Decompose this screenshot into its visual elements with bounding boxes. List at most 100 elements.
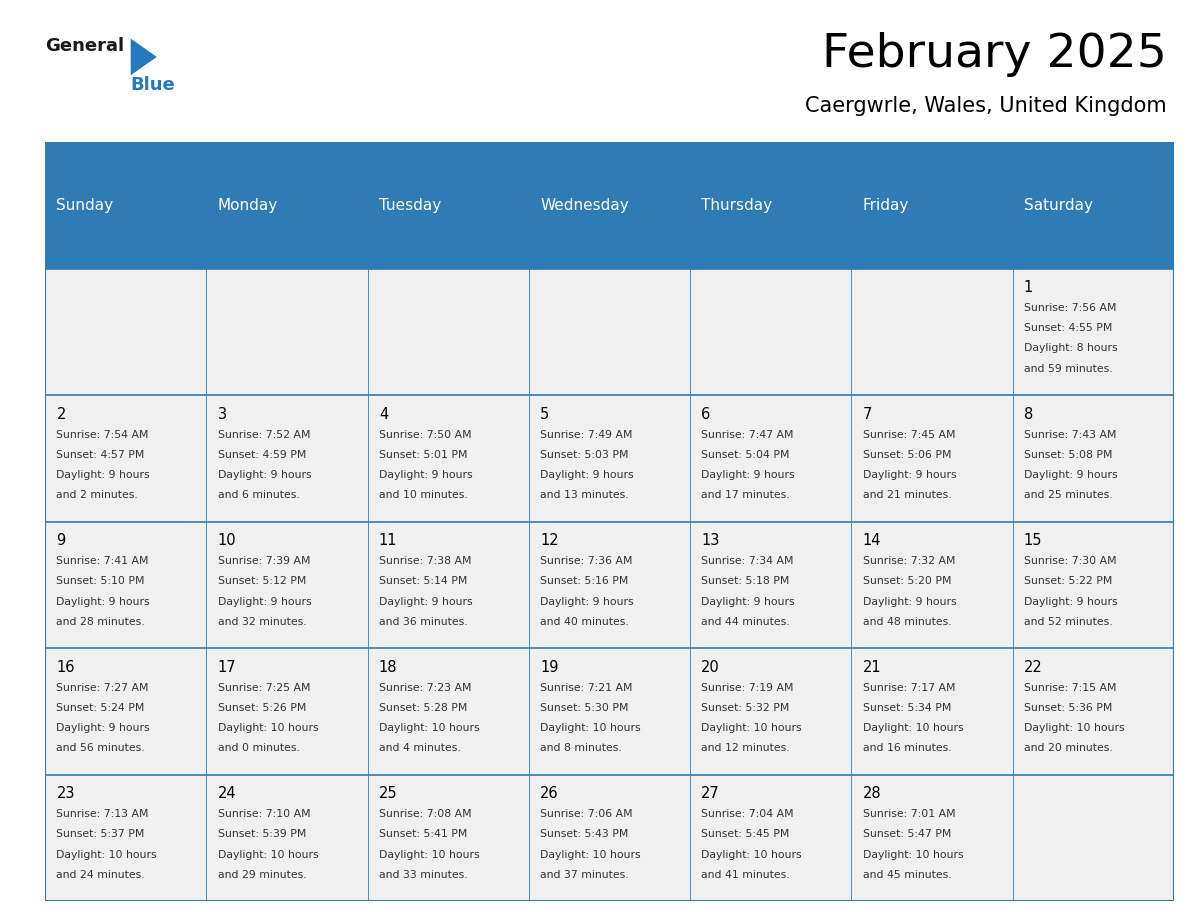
Text: and 4 minutes.: and 4 minutes. [379,744,461,754]
Text: 12: 12 [541,533,558,548]
Text: Sunset: 5:20 PM: Sunset: 5:20 PM [862,577,952,587]
Text: Sunrise: 7:13 AM: Sunrise: 7:13 AM [57,809,148,819]
Text: Saturday: Saturday [1024,198,1093,213]
Text: Sunrise: 7:38 AM: Sunrise: 7:38 AM [379,556,472,566]
Text: Daylight: 9 hours: Daylight: 9 hours [1024,597,1118,607]
Text: 9: 9 [57,533,65,548]
Bar [852,142,1012,269]
Text: Sunset: 5:10 PM: Sunset: 5:10 PM [57,577,145,587]
Text: 1: 1 [1024,280,1034,296]
Text: and 21 minutes.: and 21 minutes. [862,490,952,500]
Bar [852,648,1012,775]
Bar [852,521,1012,648]
Text: 13: 13 [701,533,720,548]
Bar [690,648,852,775]
Text: Sunrise: 7:30 AM: Sunrise: 7:30 AM [1024,556,1117,566]
Text: Sunset: 5:34 PM: Sunset: 5:34 PM [862,703,950,712]
Text: Daylight: 10 hours: Daylight: 10 hours [862,723,963,733]
Text: and 48 minutes.: and 48 minutes. [862,617,952,627]
Text: Sunset: 5:30 PM: Sunset: 5:30 PM [541,703,628,712]
Bar [207,396,367,521]
Text: Sunset: 5:03 PM: Sunset: 5:03 PM [541,450,628,460]
Text: Sunset: 5:32 PM: Sunset: 5:32 PM [701,703,790,712]
Bar [690,775,852,901]
Bar [852,775,1012,901]
Text: Daylight: 9 hours: Daylight: 9 hours [57,723,150,733]
Text: and 28 minutes.: and 28 minutes. [57,617,145,627]
Bar [367,142,529,269]
Text: and 52 minutes.: and 52 minutes. [1024,617,1112,627]
Text: and 44 minutes.: and 44 minutes. [701,617,790,627]
Text: Caergwrle, Wales, United Kingdom: Caergwrle, Wales, United Kingdom [805,96,1167,117]
Text: Daylight: 9 hours: Daylight: 9 hours [862,470,956,480]
Text: 3: 3 [217,407,227,421]
Text: 26: 26 [541,787,558,801]
Text: Sunset: 5:28 PM: Sunset: 5:28 PM [379,703,467,712]
Bar [690,521,852,648]
Text: 2: 2 [57,407,65,421]
Text: Sunset: 5:04 PM: Sunset: 5:04 PM [701,450,790,460]
Bar [45,396,207,521]
Bar [45,648,207,775]
Text: and 8 minutes.: and 8 minutes. [541,744,621,754]
Text: Tuesday: Tuesday [379,198,441,213]
Text: and 6 minutes.: and 6 minutes. [217,490,299,500]
Bar [690,142,852,269]
Text: Sunrise: 7:10 AM: Sunrise: 7:10 AM [217,809,310,819]
Bar [207,521,367,648]
Bar [367,775,529,901]
Text: Wednesday: Wednesday [541,198,628,213]
Text: Sunset: 5:24 PM: Sunset: 5:24 PM [57,703,145,712]
Text: Daylight: 10 hours: Daylight: 10 hours [217,849,318,859]
Text: Sunset: 5:14 PM: Sunset: 5:14 PM [379,577,467,587]
Text: Daylight: 9 hours: Daylight: 9 hours [1024,470,1118,480]
Text: Sunset: 5:08 PM: Sunset: 5:08 PM [1024,450,1112,460]
Text: Daylight: 10 hours: Daylight: 10 hours [862,849,963,859]
Bar [529,521,690,648]
Text: Daylight: 10 hours: Daylight: 10 hours [379,723,480,733]
Text: Sunset: 5:18 PM: Sunset: 5:18 PM [701,577,790,587]
Bar [367,396,529,521]
Text: and 37 minutes.: and 37 minutes. [541,870,628,879]
Text: 28: 28 [862,787,881,801]
Text: Sunrise: 7:06 AM: Sunrise: 7:06 AM [541,809,633,819]
Text: and 10 minutes.: and 10 minutes. [379,490,468,500]
Text: Daylight: 9 hours: Daylight: 9 hours [217,597,311,607]
Bar [207,648,367,775]
Text: Sunset: 4:57 PM: Sunset: 4:57 PM [57,450,145,460]
Bar [367,648,529,775]
Text: and 13 minutes.: and 13 minutes. [541,490,628,500]
Text: Monday: Monday [217,198,278,213]
Text: Sunrise: 7:41 AM: Sunrise: 7:41 AM [57,556,148,566]
Text: Daylight: 9 hours: Daylight: 9 hours [217,470,311,480]
Text: and 12 minutes.: and 12 minutes. [701,744,790,754]
Text: Sunset: 5:36 PM: Sunset: 5:36 PM [1024,703,1112,712]
Text: Sunset: 5:43 PM: Sunset: 5:43 PM [541,829,628,839]
Bar [690,396,852,521]
Bar [1012,269,1174,396]
Text: Friday: Friday [862,198,909,213]
Text: Sunrise: 7:15 AM: Sunrise: 7:15 AM [1024,683,1117,692]
Bar [207,269,367,396]
Text: Sunrise: 7:45 AM: Sunrise: 7:45 AM [862,430,955,440]
Text: and 24 minutes.: and 24 minutes. [57,870,145,879]
Bar [367,521,529,648]
Text: Daylight: 9 hours: Daylight: 9 hours [541,470,633,480]
Text: Sunset: 5:06 PM: Sunset: 5:06 PM [862,450,952,460]
Text: Sunset: 5:47 PM: Sunset: 5:47 PM [862,829,950,839]
Polygon shape [131,39,157,75]
Text: Daylight: 8 hours: Daylight: 8 hours [1024,343,1118,353]
Bar [1012,775,1174,901]
Text: and 59 minutes.: and 59 minutes. [1024,364,1112,374]
Text: 11: 11 [379,533,398,548]
Text: Sunrise: 7:32 AM: Sunrise: 7:32 AM [862,556,955,566]
Bar [690,269,852,396]
Text: Daylight: 10 hours: Daylight: 10 hours [379,849,480,859]
Text: and 17 minutes.: and 17 minutes. [701,490,790,500]
Text: 14: 14 [862,533,881,548]
Text: Sunrise: 7:50 AM: Sunrise: 7:50 AM [379,430,472,440]
Text: Sunset: 5:22 PM: Sunset: 5:22 PM [1024,577,1112,587]
Text: 16: 16 [57,660,75,675]
Bar [367,269,529,396]
Text: Sunrise: 7:04 AM: Sunrise: 7:04 AM [701,809,794,819]
